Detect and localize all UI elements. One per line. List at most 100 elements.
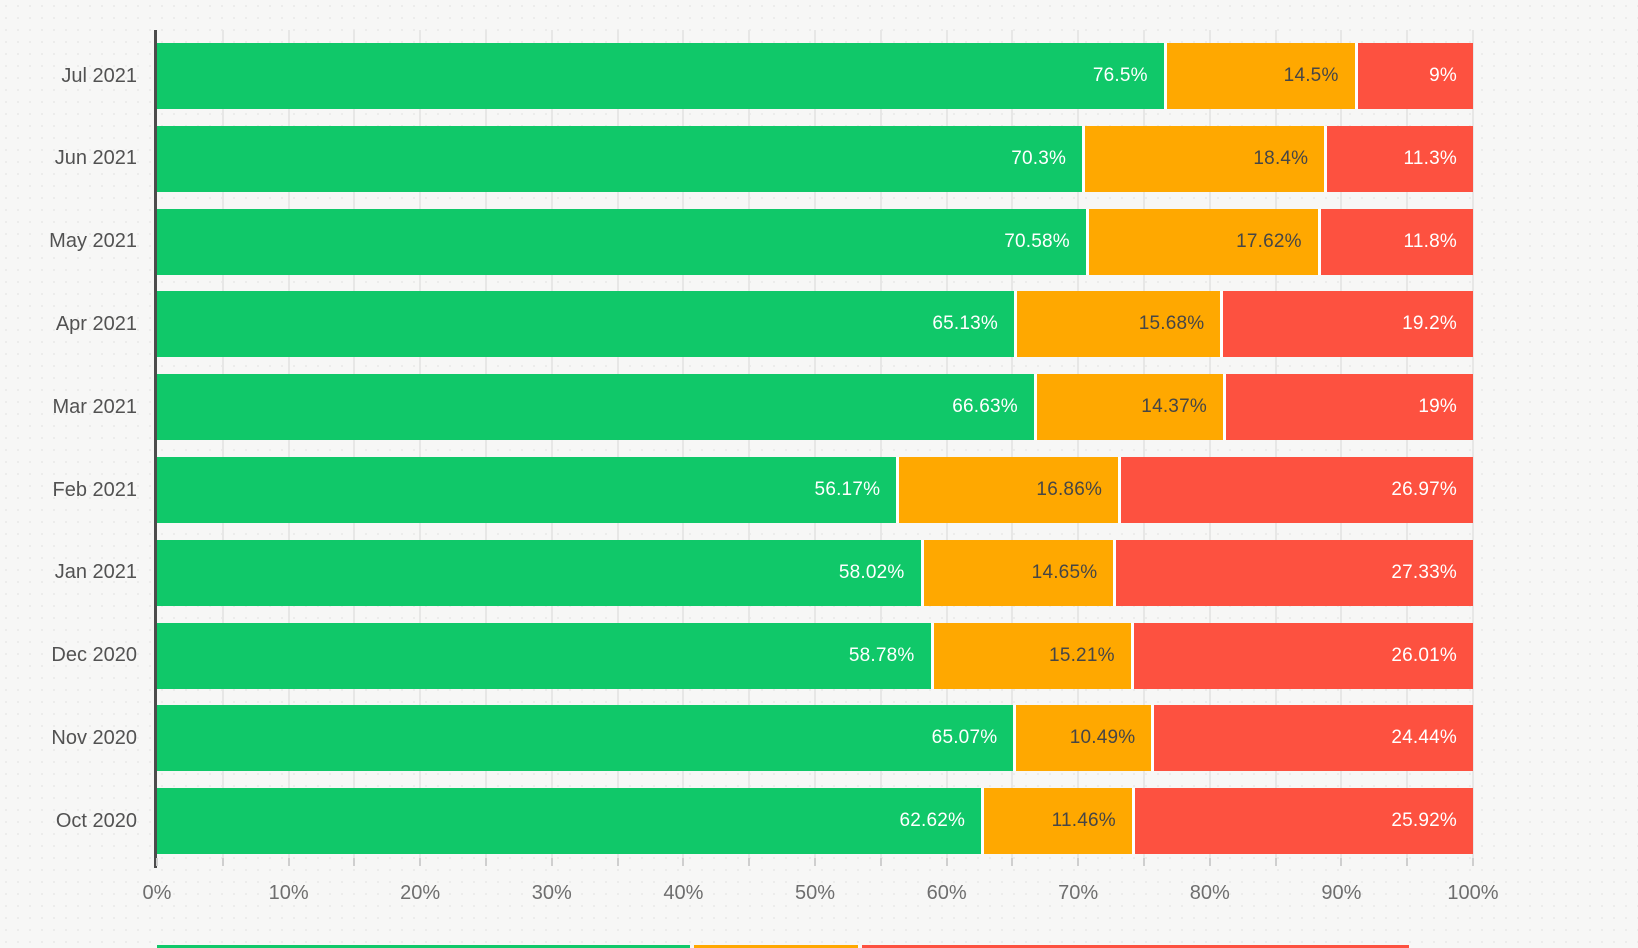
bar-segment-orange[interactable]: 17.62% <box>1085 208 1318 275</box>
x-axis-label: 20% <box>400 882 441 904</box>
category-label: Mar 2021 <box>52 395 138 418</box>
bar-value-label: 19.2% <box>1402 313 1458 335</box>
bar-segment-green[interactable]: 70.58% <box>157 208 1086 275</box>
partial-bar-segment-green[interactable] <box>157 945 690 948</box>
bar-value-label: 16.86% <box>1036 479 1103 500</box>
x-axis-tick <box>485 858 487 866</box>
bar-value-label: 65.07% <box>931 727 998 749</box>
bar-segment-green[interactable]: 66.63% <box>157 374 1034 441</box>
category-label: Dec 2020 <box>51 644 137 667</box>
gridline <box>879 30 882 858</box>
category-label: Apr 2021 <box>55 312 137 335</box>
x-axis-tick <box>353 858 356 866</box>
x-axis-tick <box>419 858 422 866</box>
bar-value-label: 24.44% <box>1391 727 1457 749</box>
gridline <box>353 30 356 858</box>
bar-row-may-2021: 70.58% 17.62% 11.8% <box>157 208 1473 275</box>
bar-segment-red[interactable]: 9% <box>1354 43 1473 109</box>
gridline <box>550 30 553 858</box>
bar-segment-red[interactable]: 24.44% <box>1151 705 1473 772</box>
bar-value-label: 65.13% <box>932 313 999 335</box>
x-axis-tick <box>748 858 751 866</box>
bar-segment-red[interactable]: 25.92% <box>1131 788 1473 855</box>
bar-value-label: 15.21% <box>1049 644 1115 666</box>
x-axis-label: 90% <box>1321 882 1362 904</box>
bar-value-label: 26.01% <box>1391 644 1457 666</box>
bar-row-feb-2021: 56.17% 16.86% 26.97% <box>157 457 1473 523</box>
bar-segment-green[interactable]: 65.13% <box>157 291 1015 358</box>
gridline <box>1208 30 1211 858</box>
x-axis-tick <box>1208 858 1211 866</box>
bar-segment-orange[interactable]: 15.21% <box>930 622 1131 689</box>
partial-bottom-bar <box>157 945 1473 948</box>
gridline <box>485 30 487 858</box>
gridline <box>221 30 224 858</box>
bar-row-jan-2021: 58.02% 14.65% 27.33% <box>157 539 1473 606</box>
x-axis-tick <box>1340 858 1343 866</box>
bar-value-label: 27.33% <box>1391 561 1457 583</box>
bar-value-label: 26.97% <box>1391 479 1457 500</box>
bar-row-jun-2021: 70.3% 18.4% 11.3% <box>157 125 1473 192</box>
bar-segment-orange[interactable]: 10.49% <box>1013 705 1152 772</box>
x-axis-label: 30% <box>531 882 572 904</box>
bar-segment-red[interactable]: 11.3% <box>1324 125 1473 192</box>
x-axis-tick <box>156 858 158 866</box>
gridline <box>814 30 816 858</box>
bar-segment-red[interactable]: 11.8% <box>1317 208 1473 275</box>
x-axis-tick <box>1011 858 1014 866</box>
bar-row-nov-2020: 65.07% 10.49% 24.44% <box>157 705 1473 772</box>
x-axis-label: 60% <box>926 882 967 904</box>
bar-segment-green[interactable]: 58.78% <box>157 622 931 689</box>
bar-segment-orange[interactable]: 11.46% <box>981 788 1132 855</box>
bar-segment-green[interactable]: 65.07% <box>157 705 1014 772</box>
bar-segment-green[interactable]: 62.62% <box>157 788 982 855</box>
bar-value-label: 25.92% <box>1391 810 1457 832</box>
bar-segment-orange[interactable]: 16.86% <box>896 457 1119 523</box>
y-axis-line <box>154 30 157 868</box>
gridline <box>1406 30 1409 858</box>
bar-segment-red[interactable]: 26.01% <box>1130 622 1473 689</box>
gridline <box>945 30 948 858</box>
partial-bar-segment-red[interactable] <box>862 945 1409 948</box>
bar-value-label: 15.68% <box>1138 313 1205 335</box>
bar-segment-green[interactable]: 56.17% <box>157 457 897 523</box>
bar-segment-green[interactable]: 76.5% <box>157 43 1164 109</box>
bar-value-label: 9% <box>1429 65 1457 86</box>
bar-value-label: 11.8% <box>1403 230 1457 252</box>
bar-segment-green[interactable]: 70.3% <box>157 125 1083 192</box>
bar-row-apr-2021: 65.13% 15.68% 19.2% <box>157 291 1473 358</box>
bar-segment-orange[interactable]: 14.65% <box>920 539 1114 606</box>
bar-segment-orange[interactable]: 14.37% <box>1033 374 1223 441</box>
bar-segment-red[interactable]: 19.2% <box>1220 291 1473 358</box>
bar-segment-red[interactable]: 19% <box>1222 374 1473 441</box>
x-axis-tick <box>287 858 290 866</box>
category-label: Feb 2021 <box>52 478 137 501</box>
x-axis-label: 0% <box>142 882 172 904</box>
x-axis-tick <box>221 858 224 866</box>
x-axis-tick <box>814 858 816 866</box>
bar-row-mar-2021: 66.63% 14.37% 19% <box>157 374 1473 441</box>
bar-segment-red[interactable]: 27.33% <box>1113 539 1473 606</box>
gridline <box>1274 30 1277 858</box>
partial-bar-segment-orange[interactable] <box>693 945 859 948</box>
gridline <box>616 30 619 858</box>
bar-value-label: 56.17% <box>814 479 881 500</box>
gridline <box>1077 30 1080 858</box>
x-axis-tick <box>1143 858 1145 866</box>
x-axis-label: 100% <box>1447 882 1499 904</box>
bar-value-label: 10.49% <box>1069 727 1136 749</box>
x-axis-tick <box>1406 858 1409 866</box>
x-axis-tick <box>879 858 882 866</box>
bar-row-jul-2021: 76.5% 14.5% 9% <box>157 43 1473 109</box>
bar-row-dec-2020: 58.78% 15.21% 26.01% <box>157 622 1473 689</box>
gridline <box>287 30 290 858</box>
bar-value-label: 58.78% <box>848 644 915 666</box>
bar-value-label: 18.4% <box>1253 147 1309 169</box>
bar-segment-orange[interactable]: 15.68% <box>1014 291 1221 358</box>
bar-segment-orange[interactable]: 18.4% <box>1082 125 1325 192</box>
bar-segment-green[interactable]: 58.02% <box>157 539 921 606</box>
bar-segment-red[interactable]: 26.97% <box>1118 457 1473 523</box>
bar-value-label: 17.62% <box>1236 230 1302 252</box>
bar-segment-orange[interactable]: 14.5% <box>1163 43 1355 109</box>
